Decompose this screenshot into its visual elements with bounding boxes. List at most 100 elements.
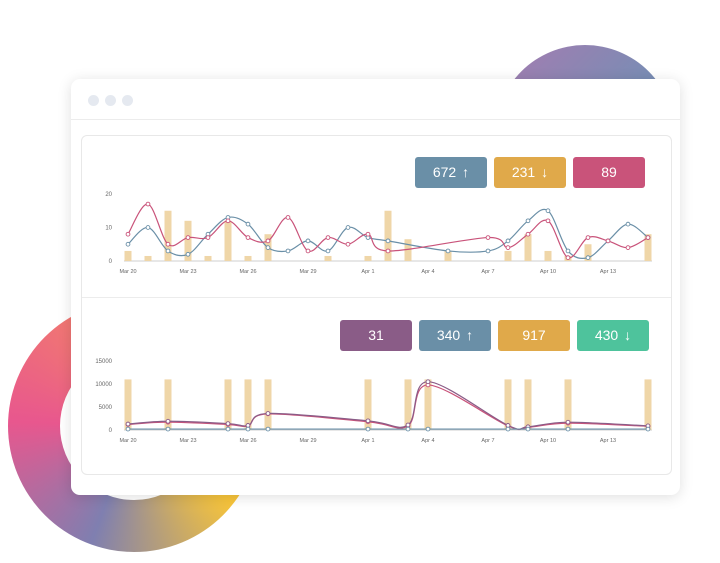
top-bar — [324, 255, 332, 261]
bottom-badge-4: 430 ↓ — [577, 320, 649, 351]
top-data-point — [485, 248, 491, 254]
top-data-point — [145, 201, 151, 207]
arrow-up-icon: ↑ — [462, 164, 470, 180]
top-data-point — [185, 251, 191, 257]
top-data-point — [265, 238, 271, 244]
top-bar — [144, 255, 152, 261]
top-badge-3: 89 — [573, 157, 645, 188]
bottom-y-tick-label: 5000 — [99, 405, 113, 411]
bottom-data-point — [265, 426, 271, 432]
bottom-y-tick-label: 15000 — [95, 359, 112, 365]
bottom-bar — [564, 379, 572, 430]
top-bar — [524, 234, 532, 261]
bottom-x-tick-label: Apr 4 — [421, 438, 434, 444]
top-bar — [404, 239, 412, 261]
bottom-data-point — [225, 426, 231, 432]
bottom-y-tick-label: 10000 — [95, 382, 112, 388]
bottom-data-point — [405, 422, 411, 428]
top-x-tick-label: Mar 20 — [119, 269, 136, 275]
top-data-point — [485, 235, 491, 240]
bottom-bar — [164, 379, 172, 430]
top-data-point — [125, 241, 131, 247]
top-bar — [124, 250, 132, 261]
top-data-point — [365, 231, 371, 237]
top-x-tick-label: Mar 29 — [299, 269, 316, 275]
bottom-data-point — [245, 426, 251, 432]
top-y-tick-label: 0 — [109, 259, 113, 265]
top-bar — [544, 250, 552, 261]
bottom-data-point — [505, 426, 511, 432]
bottom-data-point — [405, 426, 411, 432]
top-data-point — [205, 235, 211, 240]
bottom-x-tick-label: Mar 20 — [119, 438, 136, 444]
bottom-data-point — [425, 379, 431, 385]
top-bar — [584, 244, 592, 261]
bottom-bar — [124, 379, 132, 430]
badge-value: 430 — [594, 327, 619, 343]
top-data-point — [305, 248, 311, 254]
top-x-tick-label: Mar 23 — [179, 269, 196, 275]
bottom-x-tick-label: Apr 7 — [481, 438, 494, 444]
top-bar — [184, 220, 192, 261]
bottom-x-tick-label: Mar 29 — [299, 438, 316, 444]
bottom-data-point — [165, 426, 171, 432]
bottom-badge-3: 917 — [498, 320, 570, 351]
bottom-x-tick-label: Mar 23 — [179, 438, 196, 444]
top-bar — [644, 234, 652, 261]
top-data-point — [325, 235, 331, 240]
window-titlebar — [71, 79, 680, 120]
top-data-point — [165, 248, 171, 254]
top-data-point — [325, 248, 331, 254]
top-data-point — [605, 238, 611, 244]
top-data-point — [585, 255, 591, 260]
top-badge-2: 231 ↓ — [494, 157, 566, 188]
bottom-badge-1: 31 — [340, 320, 412, 351]
bottom-x-tick-label: Apr 10 — [540, 438, 556, 444]
top-data-point — [245, 235, 251, 240]
badge-value: 31 — [368, 327, 384, 343]
bottom-data-point — [125, 421, 131, 427]
top-bar — [364, 255, 372, 261]
top-data-point — [505, 245, 511, 250]
bottom-bar — [224, 379, 232, 430]
top-data-point — [525, 218, 531, 224]
badge-value: 672 — [432, 164, 457, 180]
top-data-point — [185, 235, 191, 240]
top-bar — [204, 255, 212, 261]
window-dot-2 — [105, 95, 116, 106]
bottom-bar — [364, 379, 372, 430]
window-dot-1 — [88, 95, 99, 106]
bottom-bar — [504, 379, 512, 430]
top-x-tick-label: Apr 13 — [600, 269, 616, 275]
top-x-tick-label: Apr 10 — [540, 269, 556, 275]
dashboard-window: 672 ↑ 231 ↓ 89 20 10 0 Mar 20 Mar 23 Mar 26 Mar 29… — [71, 79, 680, 495]
bottom-badge-2: 340 ↑ — [419, 320, 491, 351]
bottom-data-point — [165, 418, 171, 424]
top-data-point — [245, 221, 251, 227]
top-data-point — [345, 225, 351, 230]
top-data-point — [345, 241, 351, 247]
bottom-data-point — [565, 426, 571, 432]
arrow-up-icon: ↑ — [466, 327, 474, 343]
bottom-data-point — [265, 411, 271, 416]
badge-value: 89 — [601, 164, 617, 180]
bottom-bar — [244, 379, 252, 430]
top-x-tick-label: Mar 26 — [239, 269, 256, 275]
bottom-bar — [644, 379, 652, 430]
bottom-chart: 15000 10000 5000 0 Mar 20 Mar 23 Mar 26 Mar 29 A… — [95, 359, 652, 444]
top-data-point — [505, 238, 511, 244]
top-bar — [244, 255, 252, 261]
top-data-point — [545, 208, 551, 214]
top-y-tick-label: 10 — [105, 226, 112, 232]
top-y-tick-label: 20 — [105, 192, 112, 198]
badge-value: 917 — [522, 327, 546, 343]
bottom-bar — [424, 379, 432, 430]
bottom-data-point — [565, 419, 571, 425]
bottom-bar — [404, 379, 412, 430]
bottom-bar — [524, 379, 532, 430]
top-data-point — [585, 235, 591, 240]
top-bar — [164, 210, 172, 261]
arrow-down-icon: ↓ — [541, 164, 549, 180]
top-data-point — [445, 248, 451, 254]
top-data-point — [565, 255, 571, 260]
